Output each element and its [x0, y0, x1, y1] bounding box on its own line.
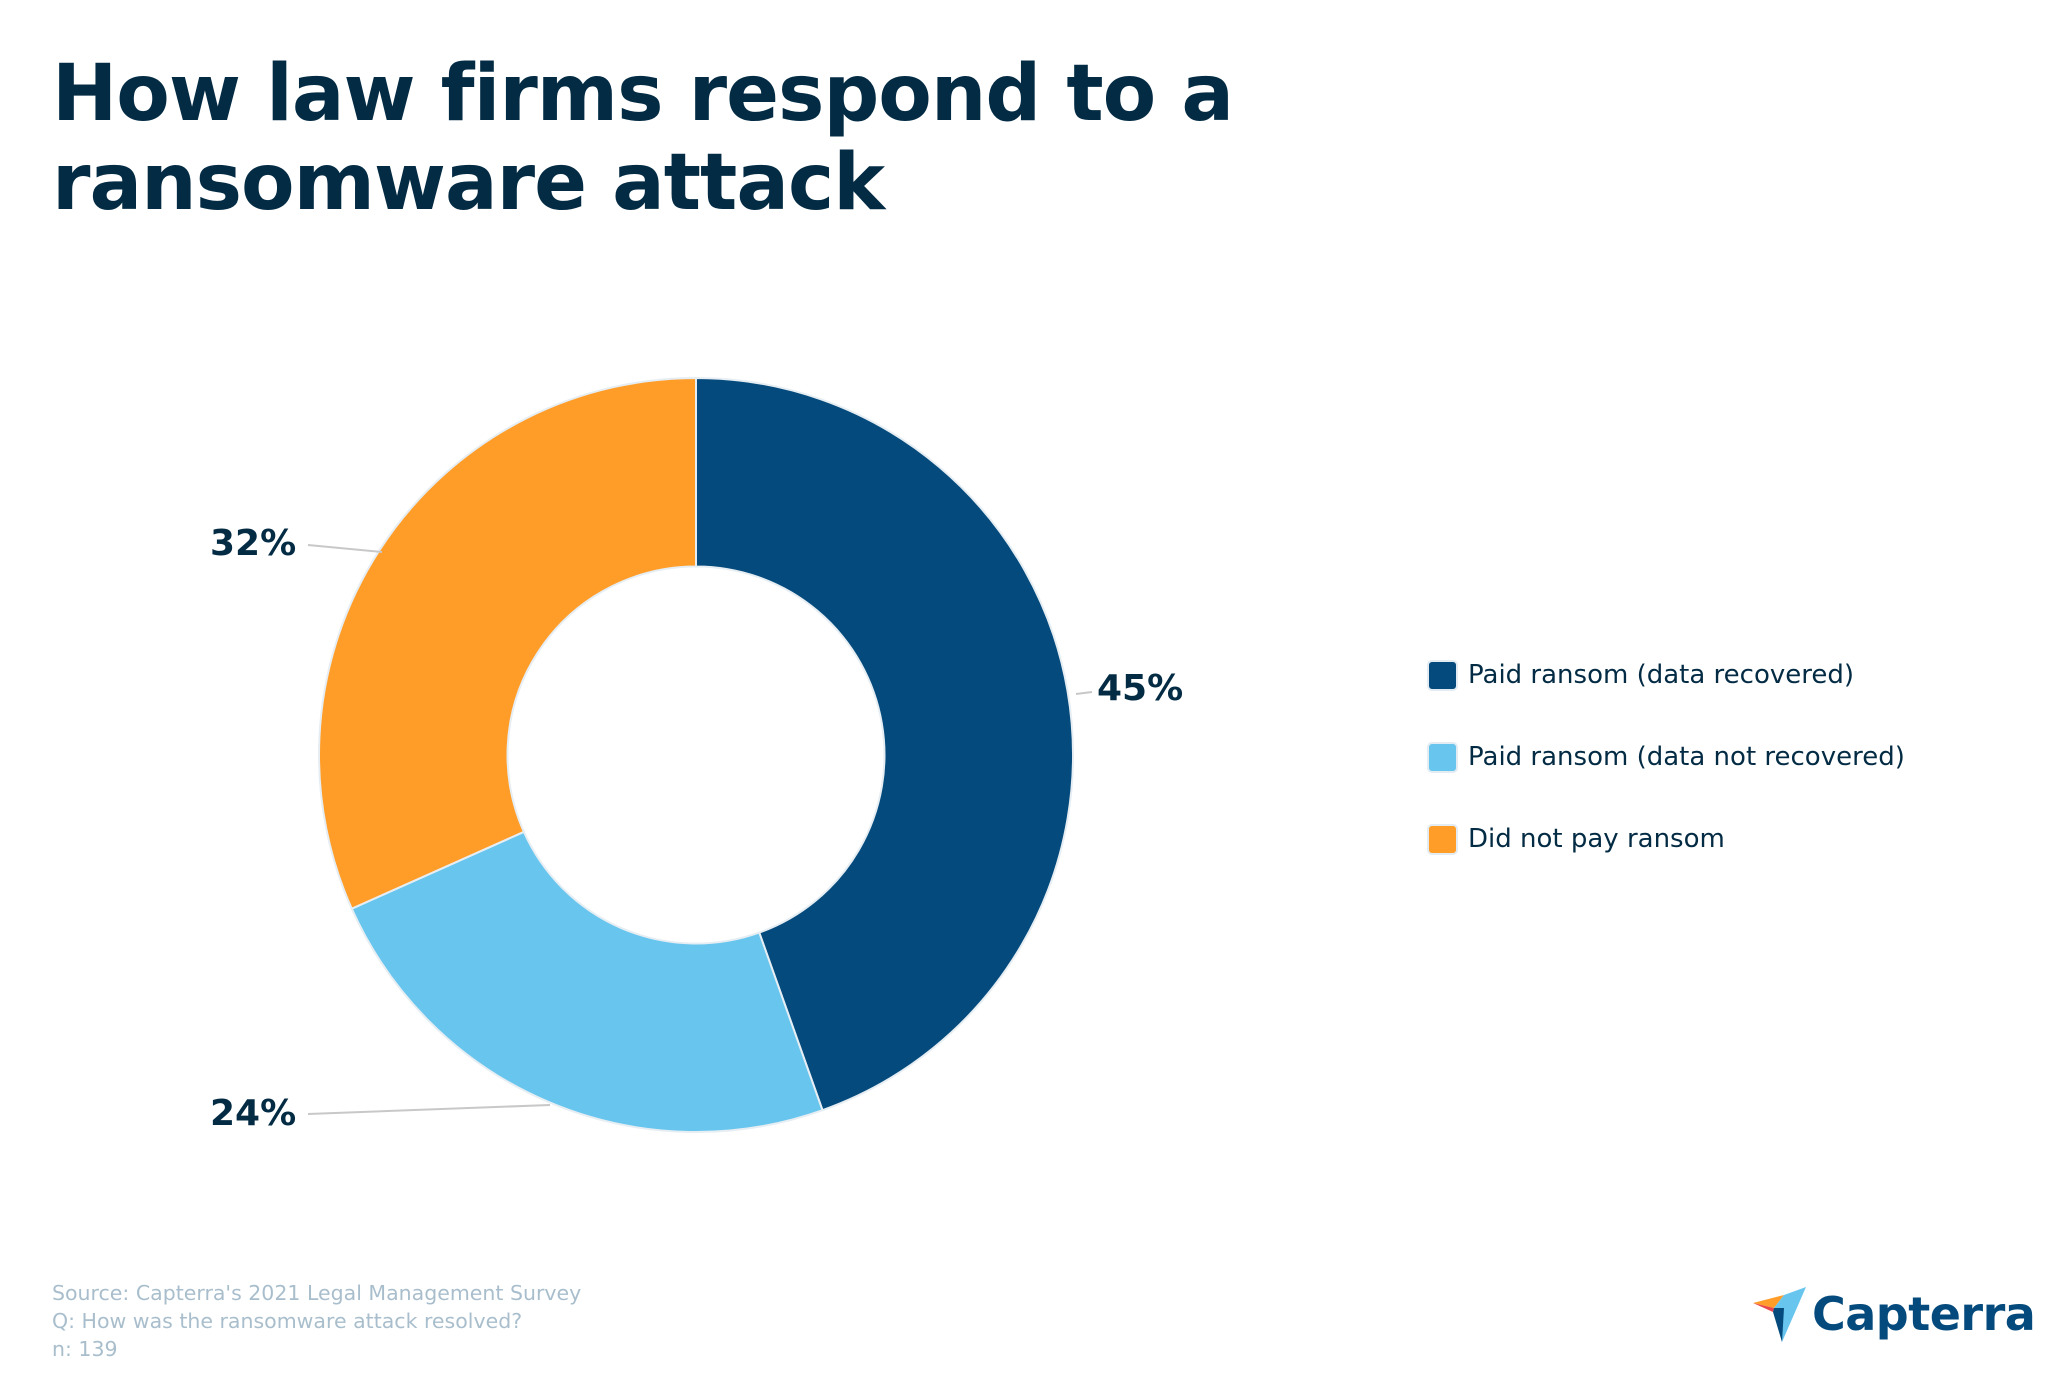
data-label-paid-recovered: 45% [1097, 668, 1184, 709]
chart-title-line-2: ransomware attack [52, 138, 885, 228]
legend-item-paid-not-recovered[interactable]: Paid ransom (data not recovered) [1427, 739, 1905, 775]
legend-label: Paid ransom (data not recovered) [1468, 742, 1905, 772]
legend-label: Did not pay ransom [1468, 824, 1725, 854]
survey-question: Q: How was the ransomware attack resolve… [52, 1309, 523, 1333]
leader-line-45 [1075, 691, 1093, 695]
legend-label: Paid ransom (data recovered) [1468, 660, 1855, 690]
legend-swatch-navy [1427, 659, 1458, 691]
source-note: Source: Capterra's 2021 Legal Management… [52, 1279, 581, 1363]
leader-line-24 [307, 1104, 551, 1115]
capterra-logo: Capterra [1752, 1286, 2036, 1342]
data-label-did-not-pay: 32% [210, 523, 297, 564]
source-line: Source: Capterra's 2021 Legal Management… [52, 1281, 582, 1305]
data-label-paid-not-recovered: 24% [210, 1093, 297, 1134]
chart-title: How law firms respond to a ransomware at… [52, 50, 1352, 228]
segment-paid-not-recovered[interactable] [350, 830, 824, 1134]
legend-swatch-orange [1427, 823, 1458, 855]
legend-swatch-light-blue [1427, 741, 1458, 773]
leader-line-32 [307, 544, 383, 553]
capterra-arrow-icon [1753, 1287, 1806, 1342]
segment-did-not-pay[interactable] [318, 376, 697, 911]
chart-title-line-1: How law firms respond to a [52, 49, 1234, 139]
legend-item-paid-recovered[interactable]: Paid ransom (data recovered) [1427, 657, 1905, 693]
chart-legend: Paid ransom (data recovered) Paid ransom… [1427, 657, 1905, 903]
capterra-wordmark: Capterra [1812, 1287, 2036, 1341]
legend-item-did-not-pay[interactable]: Did not pay ransom [1427, 821, 1905, 857]
sample-size: n: 139 [52, 1337, 118, 1361]
segment-paid-recovered[interactable] [695, 376, 1075, 1112]
donut-segments [318, 376, 1075, 1134]
